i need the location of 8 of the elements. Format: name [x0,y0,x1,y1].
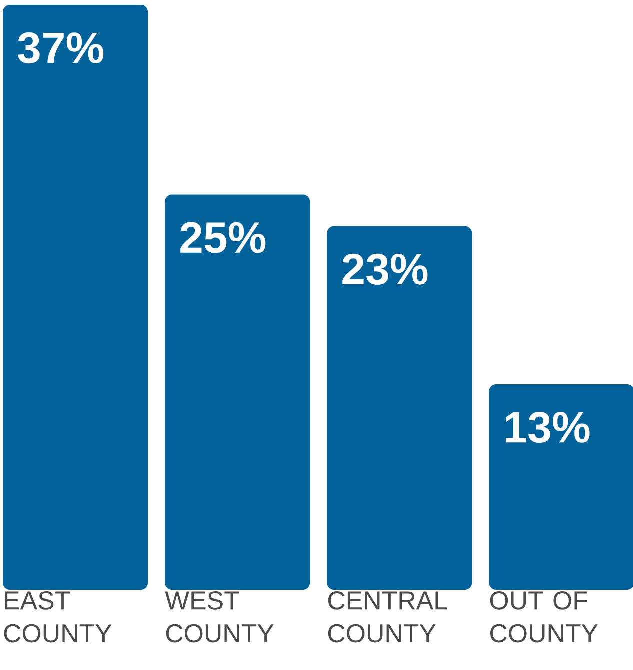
x-tick-label: CENTRAL COUNTY [328,592,448,643]
data-label: 25% [180,222,266,254]
data-label: 23% [342,254,428,285]
x-tick-label: EAST COUNTY [4,592,112,643]
data-label: 13% [506,412,590,444]
data-label: 37% [18,32,104,64]
x-tick-label: WEST COUNTY [165,592,274,643]
x-tick-label: OUT OF COUNTY [490,592,598,643]
